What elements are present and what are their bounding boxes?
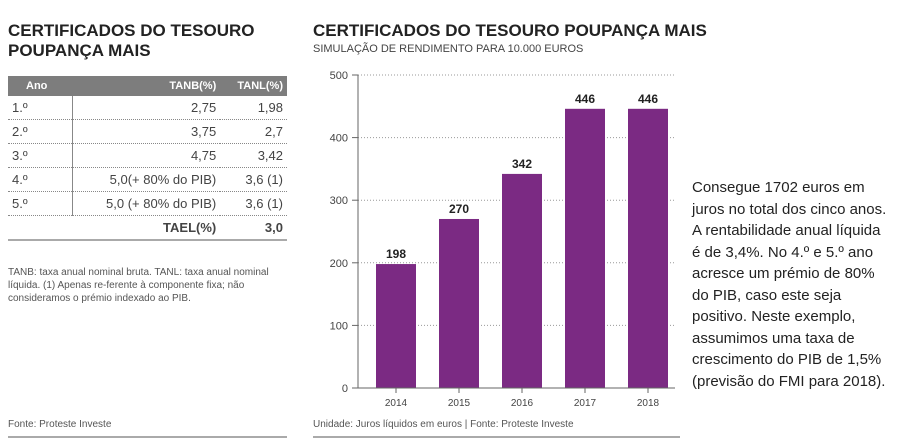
bar xyxy=(502,173,542,388)
table-note: TANB: taxa anual nominal bruta. TANL: ta… xyxy=(8,267,269,304)
bar xyxy=(565,108,605,388)
y-tick-label: 200 xyxy=(330,258,348,270)
x-tick-label: 2015 xyxy=(448,398,471,409)
data-label: 446 xyxy=(638,92,658,106)
table-row: 4.º 5,0(+ 80% do PIB) 3,6 (1) xyxy=(8,167,287,192)
table-header: Ano TANB(%) TANL(%) xyxy=(8,76,287,96)
table-title: CERTIFICADOS DO TESOURO POUPANÇA MAIS xyxy=(8,21,255,61)
x-tick-label: 2018 xyxy=(637,398,660,409)
total-label: TAEL(%) xyxy=(8,215,221,241)
total-value: 3,0 xyxy=(220,215,287,241)
table-cell: 3,75 xyxy=(72,119,221,144)
rates-table: Ano TANB(%) TANL(%) 1.º 2,75 1,98 2.º 3,75 2,… xyxy=(8,76,287,241)
x-tick-label: 2016 xyxy=(511,398,534,409)
bar xyxy=(439,218,479,388)
table-cell: 2,7 xyxy=(220,119,287,144)
y-tick-label: 100 xyxy=(330,320,348,332)
chart-footer: Unidade: Juros líquidos em euros | Fonte… xyxy=(313,419,574,430)
y-tick-label: 500 xyxy=(330,70,348,82)
bar-chart: 0 100 200 300 400 500 198 2014 270 2015 342 2016 446… xyxy=(330,70,675,409)
title-line: POUPANÇA MAIS xyxy=(8,41,151,60)
table-source: Fonte: Proteste Investe xyxy=(8,419,112,430)
y-tick-label: 300 xyxy=(330,195,348,207)
table-row: 2.º 3,75 2,7 xyxy=(8,119,287,144)
divider xyxy=(313,436,680,438)
table-cell: 3,42 xyxy=(220,143,287,168)
data-label: 342 xyxy=(512,157,532,171)
side-text: Consegue 1702 euros em juros no total do… xyxy=(692,179,887,390)
title-line: CERTIFICADOS DO TESOURO xyxy=(8,21,255,40)
y-tick-label: 400 xyxy=(330,133,348,145)
table-cell: 3.º xyxy=(8,143,73,168)
table-cell: 5,0(+ 80% do PIB) xyxy=(72,167,221,192)
table-row: 5.º 5,0 (+ 80% do PIB) 3,6 (1) xyxy=(8,191,287,216)
header-tanl: TANL(%) xyxy=(220,76,287,96)
table-cell: 3,6 (1) xyxy=(220,167,287,192)
table-cell: 4.º xyxy=(8,167,73,192)
data-label: 446 xyxy=(575,92,595,106)
bar xyxy=(628,108,668,388)
y-tick-label: 0 xyxy=(342,383,348,395)
table-cell: 5,0 (+ 80% do PIB) xyxy=(72,191,221,216)
table-cell: 2,75 xyxy=(72,96,221,120)
data-label: 198 xyxy=(386,247,406,261)
table-cell: 1,98 xyxy=(220,96,287,120)
data-label: 270 xyxy=(449,202,469,216)
chart-subtitle: SIMULAÇÃO DE RENDIMENTO PARA 10.000 EURO… xyxy=(313,43,584,55)
table-row: 3.º 4,75 3,42 xyxy=(8,143,287,168)
table-cell: 2.º xyxy=(8,119,73,144)
table-cell: 4,75 xyxy=(72,143,221,168)
table-row: 1.º 2,75 1,98 xyxy=(8,96,287,120)
table-cell: 1.º xyxy=(8,96,73,120)
x-tick-label: 2017 xyxy=(574,398,597,409)
bar xyxy=(376,264,416,388)
divider xyxy=(8,436,287,438)
chart-title: CERTIFICADOS DO TESOURO POUPANÇA MAIS xyxy=(313,21,707,40)
table-cell: 5.º xyxy=(8,191,73,216)
x-tick-label: 2014 xyxy=(385,398,408,409)
table-cell: 3,6 (1) xyxy=(220,191,287,216)
total-row: TAEL(%) 3,0 xyxy=(8,215,287,241)
header-ano: Ano xyxy=(8,76,73,96)
header-tanb: TANB(%) xyxy=(72,76,221,96)
